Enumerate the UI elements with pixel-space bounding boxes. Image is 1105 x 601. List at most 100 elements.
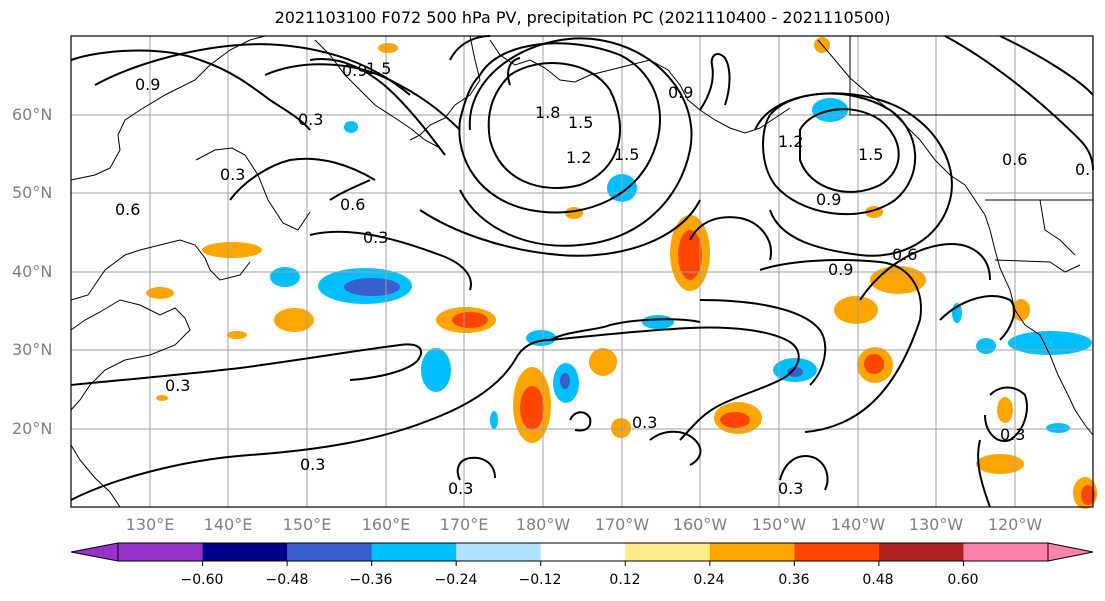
contour-label: 0.3	[632, 413, 657, 432]
precip-blob	[678, 230, 702, 280]
colorbar-segment	[456, 543, 542, 561]
contour-label: 0.9	[816, 190, 841, 209]
precip-blob	[344, 121, 358, 133]
precip-blob	[274, 308, 314, 332]
lon-label: 170°W	[594, 515, 650, 534]
contour-label: 0.3	[363, 228, 388, 247]
colorbar-segment	[709, 543, 795, 561]
colorbar-segment	[287, 543, 373, 561]
lon-label: 160°E	[361, 515, 411, 534]
precip-blob	[611, 418, 631, 438]
colorbar-tick-label: 0.24	[693, 572, 725, 588]
contour-label: 0.3	[300, 455, 325, 474]
precip-blob	[270, 267, 300, 287]
precip-blob	[421, 348, 451, 392]
precip-blob	[720, 412, 750, 428]
contour-label: 0.6	[1002, 150, 1027, 169]
coastlines	[70, 35, 1094, 508]
contour-label: 0.9	[135, 75, 160, 94]
lon-label: 150°W	[751, 515, 807, 534]
colorbar-segment	[794, 543, 880, 561]
colorbar-segment	[963, 543, 1049, 561]
colorbar-tick-label: 0.60	[947, 572, 979, 588]
precip-blob	[156, 395, 168, 401]
colorbar-tick-label: −0.60	[180, 572, 224, 588]
contour-labels: 0.9 0.9 1.5 0.3 1.8 1.5 0.9 1.2 1.5 1.2 …	[115, 59, 1090, 498]
contour-label: 0.3	[298, 110, 323, 129]
borders	[849, 36, 1093, 273]
contour-label: 1.5	[858, 145, 883, 164]
contour-label: 0.3	[220, 165, 245, 184]
colorbar-tick-label: 0.12	[609, 572, 641, 588]
precip-blob	[202, 242, 262, 258]
contour-label: 0.9	[828, 260, 853, 279]
contour-label: 0.3	[448, 479, 473, 498]
lat-label: 60°N	[12, 105, 53, 124]
map-frame	[70, 35, 1094, 508]
precip-blob	[642, 315, 674, 329]
precipitation-shading	[146, 37, 1097, 509]
lat-label: 30°N	[12, 340, 53, 359]
contour-label: 1.5	[366, 59, 391, 78]
colorbar-segment	[202, 543, 288, 561]
colorbar-extend-low	[70, 542, 119, 562]
lon-label: 130°W	[908, 515, 964, 534]
precip-blob	[344, 278, 400, 296]
contour-label: 0.3	[1000, 425, 1025, 444]
precip-blob	[834, 296, 878, 324]
colorbar-extend-high	[1047, 542, 1094, 562]
lon-label: 160°W	[672, 515, 728, 534]
graticule	[71, 36, 1093, 507]
precip-blob	[997, 397, 1013, 423]
contour-label: 1.8	[535, 103, 560, 122]
colorbar-segment	[118, 543, 204, 561]
precip-blob	[864, 354, 884, 374]
map-title: 2021103100 F072 500 hPa PV, precipitatio…	[274, 8, 891, 27]
contour-label: 1.2	[566, 148, 591, 167]
colorbar-segment	[625, 543, 711, 561]
lon-label: 150°E	[282, 515, 332, 534]
precip-blob	[1081, 485, 1095, 505]
lon-label: 170°E	[439, 515, 489, 534]
precip-blob	[1012, 299, 1030, 321]
precip-blob	[589, 348, 617, 376]
lat-label: 50°N	[12, 183, 53, 202]
precip-blob	[560, 373, 570, 389]
contour-label: 0.	[1075, 160, 1090, 179]
contour-label: 0.6	[340, 195, 365, 214]
contour-label: 0.3	[165, 376, 190, 395]
colorbar-segment	[540, 543, 626, 561]
precip-blob	[490, 411, 498, 429]
contour-label: 1.5	[614, 145, 639, 164]
precip-blob	[520, 386, 544, 430]
colorbar-tick-label: 0.36	[778, 572, 810, 588]
contour-label: 0.3	[778, 479, 803, 498]
lon-label: 140°W	[830, 515, 886, 534]
contour-label: 0.6	[892, 245, 917, 264]
lon-label: 130°E	[125, 515, 175, 534]
contour-label: 0.9	[342, 61, 367, 80]
colorbar-segment	[878, 543, 964, 561]
lat-label: 20°N	[12, 419, 53, 438]
precip-blob	[976, 454, 1024, 474]
contour-label: 1.5	[568, 113, 593, 132]
colorbar	[70, 542, 1094, 566]
contour-label: 1.2	[778, 132, 803, 151]
lon-label: 120°W	[987, 515, 1043, 534]
colorbar-tick-label: −0.12	[518, 572, 562, 588]
colorbar-tick-label: −0.36	[349, 572, 393, 588]
precip-blob	[227, 331, 247, 339]
lat-label: 40°N	[12, 262, 53, 281]
precip-blob	[787, 367, 803, 377]
precip-blob	[146, 287, 174, 299]
precip-blob	[378, 43, 398, 53]
lon-label: 180°W	[515, 515, 571, 534]
colorbar-tick-label: −0.24	[434, 572, 478, 588]
precip-blob	[1008, 331, 1092, 355]
contour-label: 0.6	[115, 200, 140, 219]
precip-blob	[976, 338, 996, 354]
colorbar-tick-label: −0.48	[265, 572, 309, 588]
precip-blob	[452, 312, 488, 328]
precip-blob	[1046, 423, 1070, 433]
